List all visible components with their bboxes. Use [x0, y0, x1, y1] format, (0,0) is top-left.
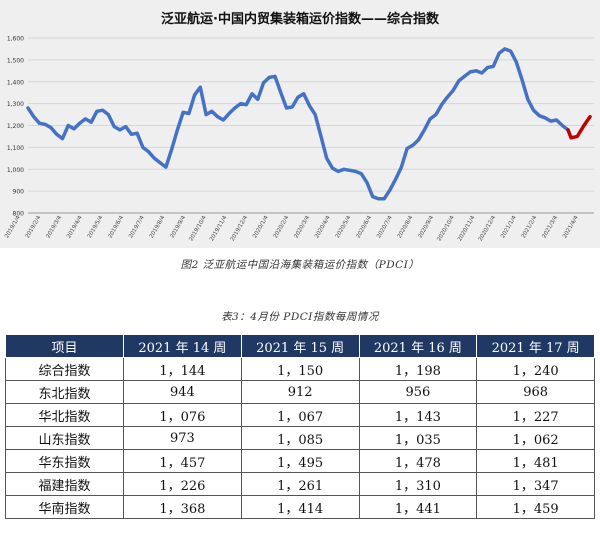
table-caption: 表3：4月份 PDCI指数每周情况 [221, 311, 379, 323]
y-tick-label: 1,200 [7, 123, 24, 130]
header-cell: 2021 年 15 周 [240, 334, 360, 358]
x-tick-label: 2019/1/4 [4, 215, 22, 240]
table-cell: 956 [358, 380, 478, 404]
header-cell: 2021 年 17 周 [476, 334, 595, 358]
table-header-row: 项目 2021 年 14 周 2021 年 15 周 2021 年 16 周 2… [5, 334, 595, 358]
table-cell: 968 [476, 380, 595, 404]
x-tick-label: 2019/6/4 [108, 215, 126, 240]
x-tick-label: 2019/7/4 [128, 215, 146, 240]
table-cell: 1，062 [476, 426, 595, 450]
row-label: 山东指数 [5, 426, 124, 450]
x-tick-label: 2019/4/4 [66, 215, 84, 240]
x-tick-label: 2020/3/4 [294, 215, 312, 240]
x-tick-label: 2020/12/4 [478, 215, 498, 243]
y-tick-label: 1,600 [7, 36, 24, 43]
table-row: 华南指数 1，368 1，414 1，441 1，459 [5, 495, 595, 519]
table-row: 综合指数 1，144 1，150 1，198 1，240 [5, 357, 595, 381]
x-tick-label: 2020/9/4 [418, 215, 436, 240]
table-row: 华东指数 1，457 1，495 1，478 1，481 [5, 449, 595, 473]
row-label: 华南指数 [5, 495, 124, 519]
table-cell: 1，478 [358, 449, 478, 473]
x-tick-label: 2021/2/4 [521, 215, 539, 240]
header-cell: 2021 年 14 周 [123, 334, 242, 358]
table-cell: 1，226 [123, 472, 242, 496]
row-label: 福建指数 [5, 472, 124, 496]
table-row: 华北指数 1，076 1，067 1，143 1，227 [5, 403, 595, 427]
table-row: 东北指数 944 912 956 968 [5, 380, 595, 404]
table-cell: 1，227 [476, 403, 595, 427]
x-tick-label: 2021/4/4 [562, 215, 580, 240]
table-cell: 1，035 [358, 426, 478, 450]
y-tick-label: 1,300 [7, 101, 24, 108]
table-cell: 1，481 [476, 449, 595, 473]
line-chart: 800 900 1,000 1,100 1,200 1,300 1,400 1,500 1,60… [4, 36, 594, 243]
header-cell: 项目 [5, 334, 124, 358]
x-tick-label: 2020/5/4 [335, 215, 353, 240]
table-cell: 973 [123, 426, 242, 450]
row-label: 华东指数 [5, 449, 124, 473]
x-tick-label: 2020/2/4 [273, 215, 291, 240]
series-line-composite [26, 47, 570, 201]
table-cell: 1，368 [123, 495, 242, 519]
table-cell: 1，261 [240, 472, 360, 496]
table-cell: 1，414 [240, 495, 360, 519]
x-tick-label: 2020/7/4 [376, 215, 394, 240]
y-tick-label: 1,100 [7, 145, 24, 152]
y-tick-label: 1,000 [7, 167, 24, 174]
x-tick-label: 2021/3/4 [542, 215, 560, 240]
y-tick-label: 900 [13, 189, 25, 196]
y-tick-label: 1,500 [7, 57, 24, 64]
x-tick-label: 2020/4/4 [314, 215, 332, 240]
table-row: 福建指数 1，226 1，261 1，310 1，347 [5, 472, 595, 496]
table-cell: 1，347 [476, 472, 595, 496]
table-cell: 1，310 [358, 472, 478, 496]
x-tick-label: 2020/1/4 [252, 215, 270, 240]
x-tick-label: 2020/11/4 [457, 215, 477, 243]
table-cell: 1，240 [476, 357, 595, 381]
table-cell: 1，144 [123, 357, 242, 381]
table-cell: 1，143 [358, 403, 478, 427]
table-cell: 1，441 [358, 495, 478, 519]
x-tick-label: 2019/5/4 [87, 215, 105, 240]
chart-panel: 泛亚航运·中国内贸集装箱运价指数——综合指数 800 900 1,000 1,100 1… [0, 0, 600, 248]
table-row: 山东指数 973 1，085 1，035 1，062 [5, 426, 595, 450]
table-cell: 944 [123, 380, 242, 404]
table-cell: 1，495 [240, 449, 360, 473]
x-tick-label: 2020/8/4 [397, 215, 415, 240]
y-tick-label: 1,400 [7, 79, 24, 86]
table-cell: 1，067 [240, 403, 360, 427]
row-label: 东北指数 [5, 380, 124, 404]
table-cell: 1，459 [476, 495, 595, 519]
x-tick-label: 2019/2/4 [25, 215, 43, 240]
table-cell: 1，198 [358, 357, 478, 381]
table-cell: 1，085 [240, 426, 360, 450]
row-label: 综合指数 [5, 357, 124, 381]
x-tick-label: 2019/9/4 [170, 215, 188, 240]
pdci-weekly-table: 项目 2021 年 14 周 2021 年 15 周 2021 年 16 周 2… [5, 334, 595, 519]
table-cell: 1，076 [123, 403, 242, 427]
y-tick-label: 800 [13, 211, 25, 218]
x-tick-label: 2019/10/4 [188, 215, 208, 243]
x-tick-label: 2020/6/4 [356, 215, 374, 240]
x-tick-label: 2019/8/4 [149, 215, 167, 240]
table-cell: 1，150 [240, 357, 360, 381]
x-tick-label: 2020/10/4 [436, 215, 456, 243]
x-tick-label: 2019/3/4 [46, 215, 64, 240]
table-cell: 912 [240, 380, 360, 404]
x-tick-label: 2019/12/4 [230, 215, 250, 243]
row-label: 华北指数 [5, 403, 124, 427]
figure-caption: 图2 泛亚航运中国沿海集装箱运价指数（PDCI） [180, 259, 420, 271]
header-cell: 2021 年 16 周 [358, 334, 478, 358]
x-tick-label: 2021/1/4 [500, 215, 518, 240]
x-tick-label: 2019/11/4 [209, 215, 229, 243]
series-line-april-2021 [566, 114, 592, 140]
table-cell: 1，457 [123, 449, 242, 473]
chart-title: 泛亚航运·中国内贸集装箱运价指数——综合指数 [161, 12, 439, 27]
